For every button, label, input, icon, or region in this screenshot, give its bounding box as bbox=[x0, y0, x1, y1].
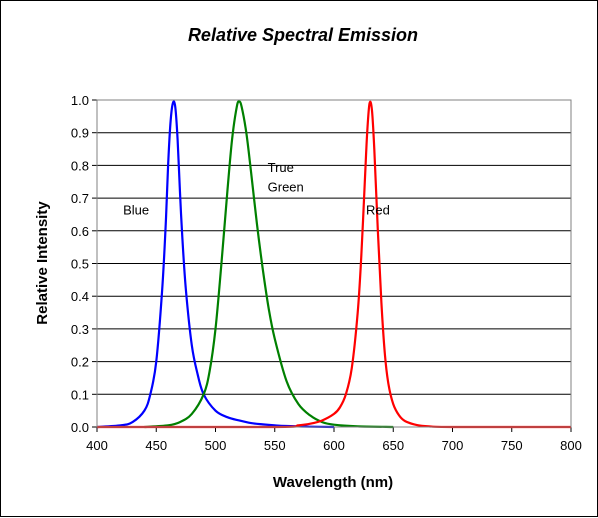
grid-lines bbox=[92, 99, 572, 432]
x-tick-label: 450 bbox=[145, 438, 167, 453]
x-tick-label: 550 bbox=[264, 438, 286, 453]
y-axis-title: Relative Intensity bbox=[34, 201, 51, 325]
y-tick-label: 0.1 bbox=[71, 387, 89, 402]
series-lines bbox=[96, 100, 571, 429]
annotation-label: True bbox=[268, 160, 294, 175]
x-tick-label: 500 bbox=[205, 438, 227, 453]
annotation-label: Red bbox=[366, 202, 390, 217]
y-tick-label: 0.4 bbox=[71, 289, 89, 304]
x-tick-label: 700 bbox=[442, 438, 464, 453]
y-tick-labels: 0.0 0.1 0.2 0.3 0.4 0.5 0.6 0.7 0.8 0.9 1.0 bbox=[71, 93, 89, 435]
y-tick-label: 0.6 bbox=[71, 224, 89, 239]
series-line-blue bbox=[96, 100, 335, 429]
y-tick-label: 0.5 bbox=[71, 257, 89, 272]
x-tick-label: 400 bbox=[86, 438, 108, 453]
x-tick-label: 800 bbox=[560, 438, 582, 453]
x-tick-label: 650 bbox=[382, 438, 404, 453]
x-tick-label: 600 bbox=[323, 438, 345, 453]
plot-area-border bbox=[96, 99, 572, 428]
annotation-label: Blue bbox=[123, 202, 149, 217]
annotation-label: Green bbox=[268, 180, 304, 195]
series-line-true-green bbox=[144, 100, 394, 429]
chart-title: Relative Spectral Emission bbox=[188, 25, 418, 45]
x-axis-title: Wavelength (nm) bbox=[273, 474, 393, 491]
x-tick-labels: 400 450 500 550 600 650 700 750 800 bbox=[86, 438, 582, 453]
annotations: Blue True Green Red bbox=[123, 160, 390, 218]
y-tick-label: 0.0 bbox=[71, 420, 89, 435]
y-tick-label: 0.9 bbox=[71, 126, 89, 141]
y-tick-label: 1.0 bbox=[71, 93, 89, 108]
y-tick-label: 0.2 bbox=[71, 355, 89, 370]
y-tick-label: 0.8 bbox=[71, 158, 89, 173]
x-tick-label: 750 bbox=[501, 438, 523, 453]
series-line-red bbox=[97, 100, 571, 429]
y-tick-label: 0.3 bbox=[71, 322, 89, 337]
y-tick-label: 0.7 bbox=[71, 191, 89, 206]
